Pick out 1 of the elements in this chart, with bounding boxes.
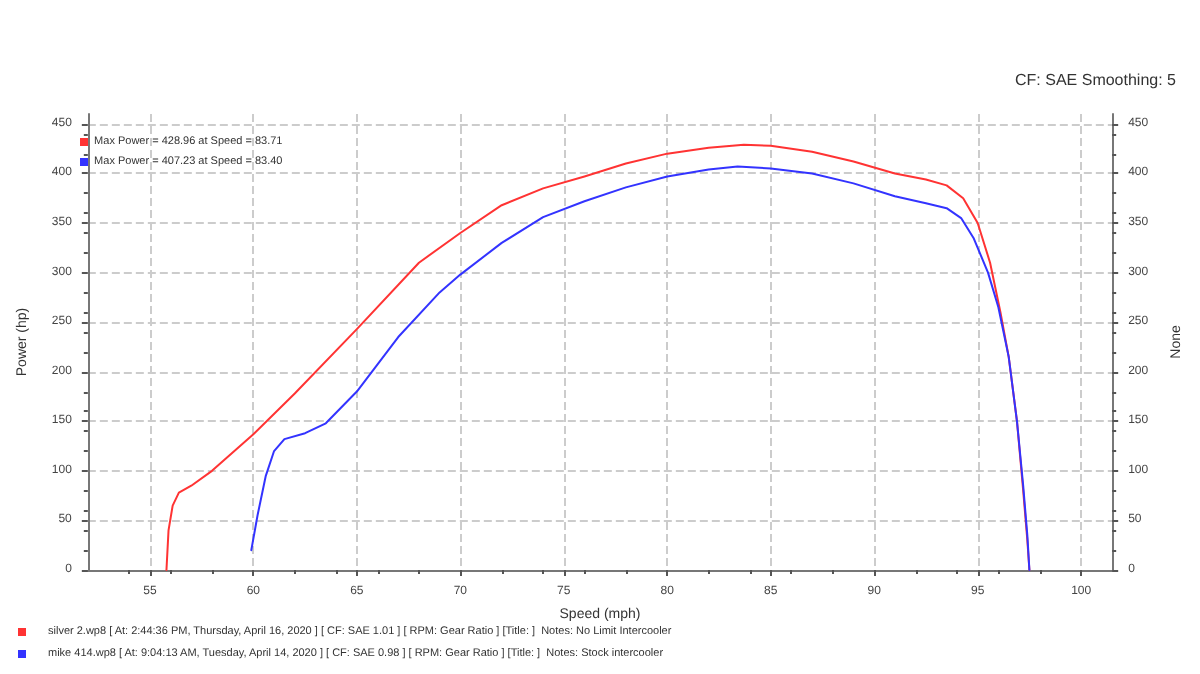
text: CF: SAE Smoothing: 5	[1015, 71, 1178, 89]
